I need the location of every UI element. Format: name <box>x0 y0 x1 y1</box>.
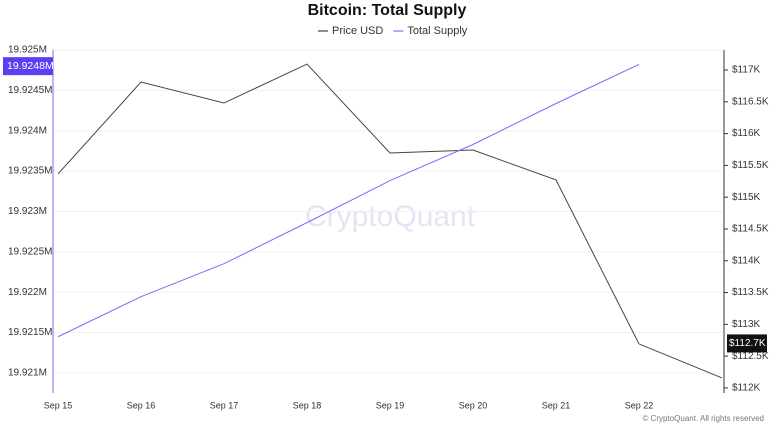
x-tick-label: Sep 16 <box>127 400 156 410</box>
y2-tick-label: $112.5K <box>732 351 769 362</box>
y2-tick-label: $113K <box>732 319 761 330</box>
y2-tick-label: $116.5K <box>732 96 769 107</box>
legend-label: Total Supply <box>407 25 467 37</box>
y2-tick-label: $114K <box>732 255 761 266</box>
y-tick-label: 19.921M <box>8 367 47 378</box>
x-tick-label: Sep 19 <box>376 400 405 410</box>
y-highlight-label: 19.9248M <box>7 60 54 72</box>
x-tick-label: Sep 15 <box>44 400 73 410</box>
y2-tick-label: $112K <box>732 383 761 394</box>
legend-label: Price USD <box>332 25 383 37</box>
x-tick-label: Sep 22 <box>625 400 654 410</box>
y-tick-label: 19.925M <box>8 45 47 56</box>
y-tick-label: 19.923M <box>8 206 47 217</box>
x-tick-label: Sep 18 <box>293 400 322 410</box>
series-line <box>57 63 640 338</box>
y-tick-label: 19.9215M <box>8 327 52 338</box>
y2-tick-label: $115K <box>732 192 761 203</box>
footer: © CryptoQuant. All rights reserved <box>643 414 765 423</box>
y2-tick-label: $114.5K <box>732 224 769 235</box>
x-tick-label: Sep 21 <box>542 400 571 410</box>
y2-tick-label: $117K <box>732 65 761 76</box>
x-tick-label: Sep 17 <box>210 400 239 410</box>
watermark: CryptoQuant <box>305 200 476 233</box>
y-tick-label: 19.922M <box>8 287 47 298</box>
y2-tick-label: $113.5K <box>732 287 769 298</box>
y2-highlight-label: $112.7K <box>729 338 766 349</box>
y2-highlight-box <box>727 334 767 353</box>
chart-title: Bitcoin: Total Supply <box>308 2 467 19</box>
x-tick-label: Sep 20 <box>459 400 488 410</box>
series-line <box>57 63 723 379</box>
y-tick-label: 19.9225M <box>8 246 52 257</box>
y-highlight-box <box>3 57 53 76</box>
y-tick-label: 19.9235M <box>8 166 52 177</box>
y-tick-label: 19.924M <box>8 125 47 136</box>
y-tick-label: 19.9245M <box>8 85 52 96</box>
y2-tick-label: $116K <box>732 128 761 139</box>
y2-tick-label: $115.5K <box>732 160 769 171</box>
